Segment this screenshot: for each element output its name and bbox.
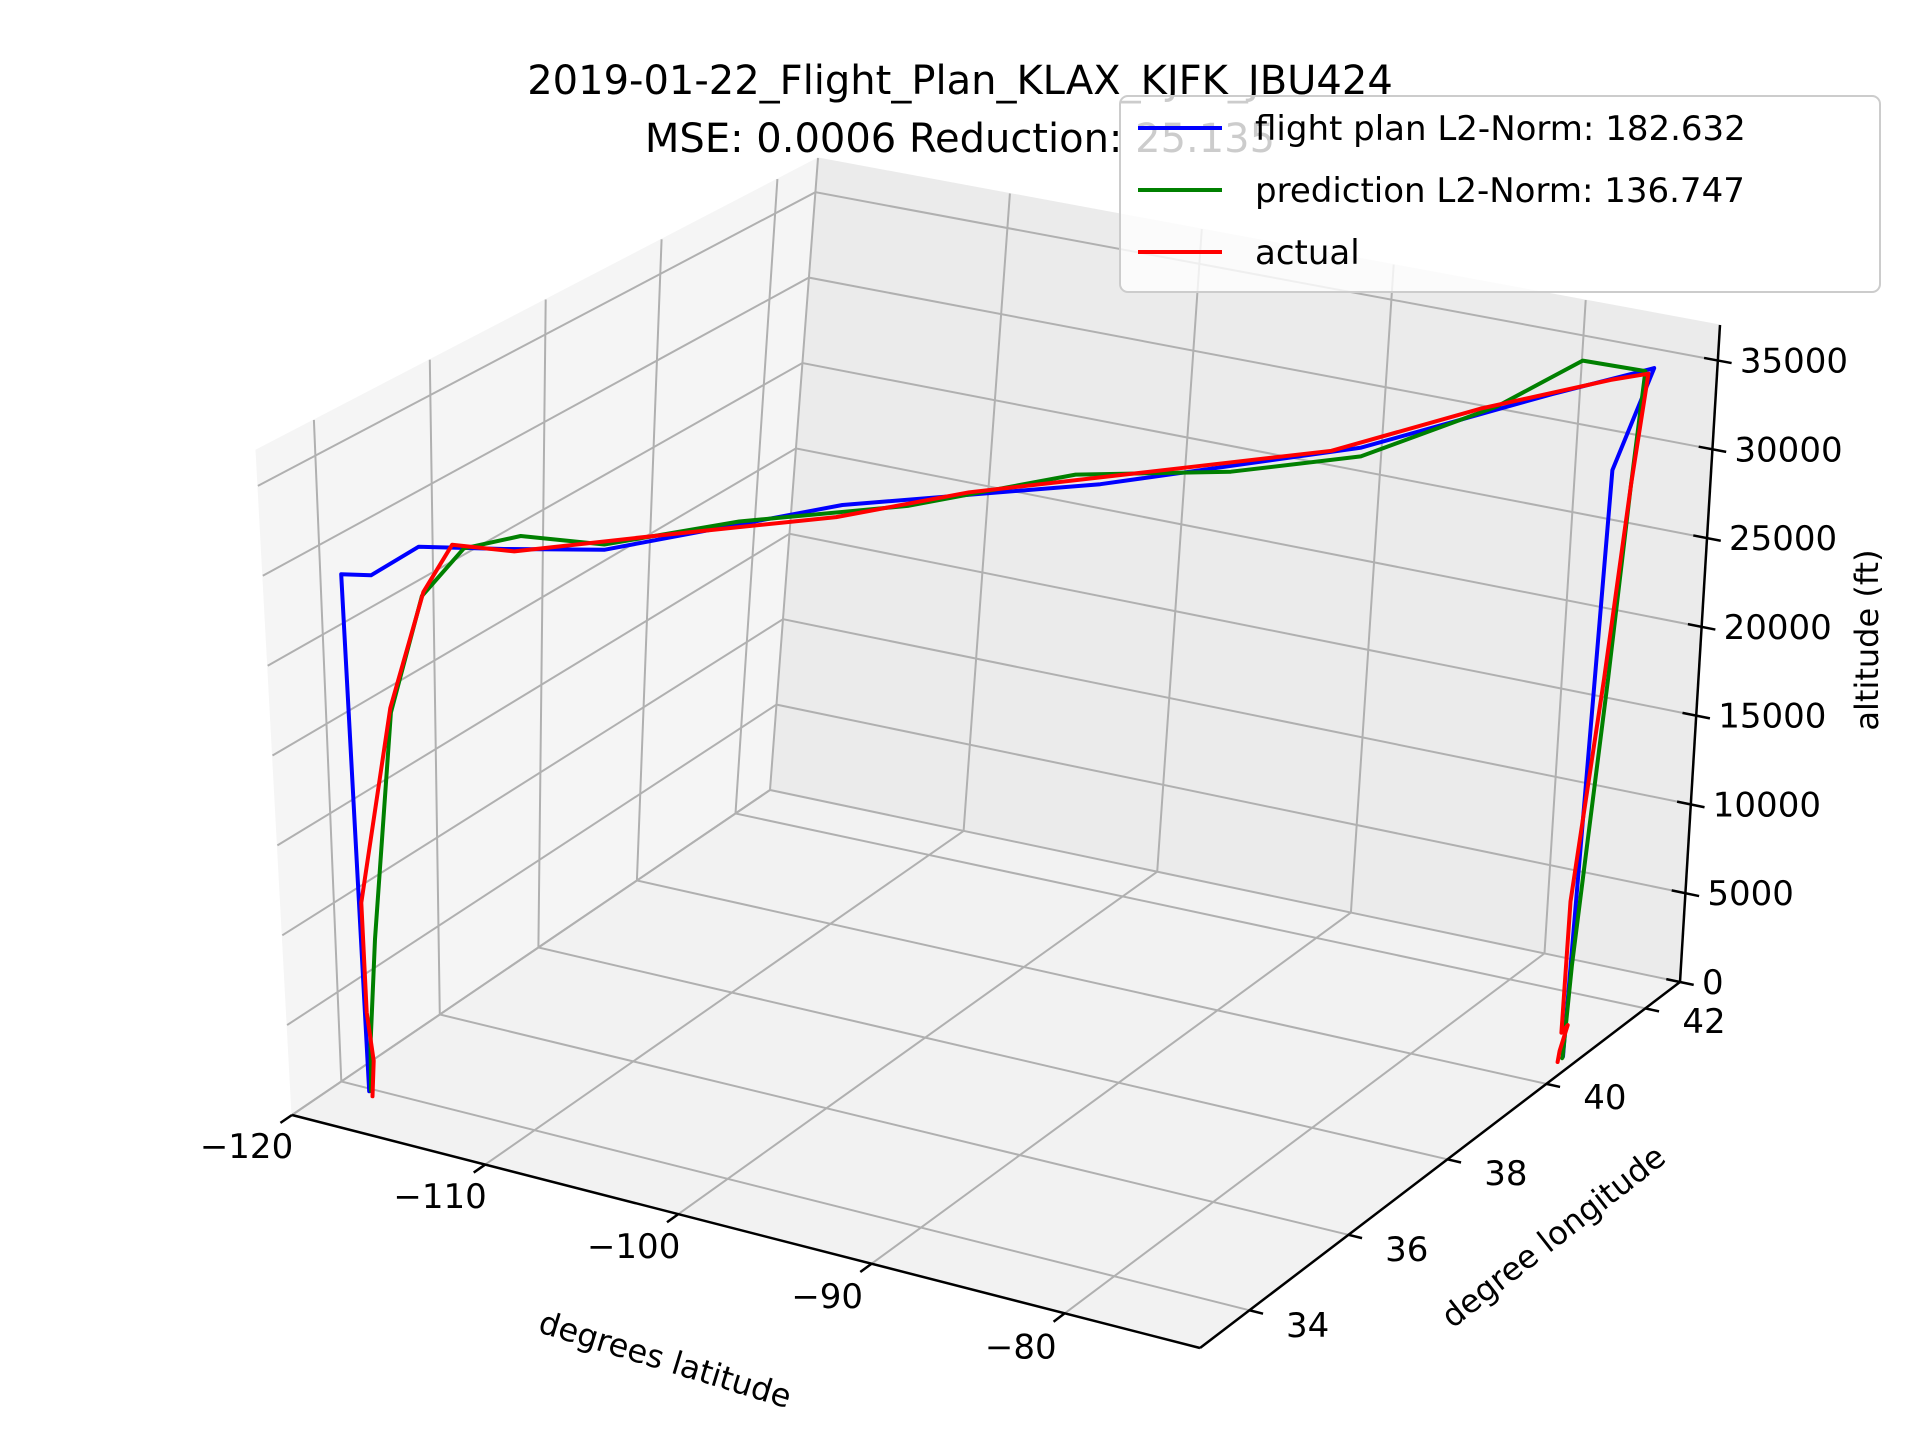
z-tick-label: 20000: [1724, 608, 1832, 648]
series-actual-line: [359, 371, 1651, 1099]
x-tick-mark: [472, 1163, 486, 1174]
z-axis-label: altitude (ft): [1848, 549, 1886, 730]
x-axis-label: degrees latitude: [535, 1303, 796, 1416]
z-grid-line: [271, 447, 1702, 757]
y-axis-label: degree longitude: [1434, 1137, 1673, 1335]
z-tick-mark: [1687, 622, 1716, 631]
legend-label-prediction: prediction L2-Norm: 136.747: [1255, 171, 1745, 211]
z-axis-line: [1678, 324, 1722, 983]
legend-label-actual: actual: [1255, 233, 1360, 273]
y-tick-label: 36: [1385, 1230, 1428, 1270]
y-tick-label: 38: [1484, 1154, 1527, 1194]
data-series: [339, 358, 1657, 1099]
z-tick-label: 5000: [1707, 874, 1794, 914]
x-tick-label: −80: [985, 1327, 1057, 1367]
y-tick-mark: [1249, 1309, 1264, 1315]
z-grid-line: [286, 703, 1686, 1026]
x-tick-mark: [666, 1213, 680, 1224]
y-axis-line: [1199, 981, 1681, 1349]
z-grid-line: [262, 276, 1713, 577]
series-flight-plan-line: [339, 366, 1657, 1094]
legend-label-flight-plan: flight plan L2-Norm: 182.632: [1255, 109, 1746, 149]
x-axis-line: [291, 1113, 1201, 1350]
y-tick-mark: [1447, 1158, 1462, 1164]
axis-lines: [291, 324, 1722, 1350]
z-tick-mark: [1671, 889, 1700, 898]
z-tick-mark: [1666, 977, 1694, 987]
z-tick-label: 25000: [1729, 519, 1837, 559]
y-tick-mark: [1348, 1233, 1363, 1240]
y-tick-label: 34: [1286, 1306, 1329, 1346]
y-tick-label: 40: [1583, 1078, 1626, 1118]
z-grid-line: [281, 618, 1691, 937]
z-tick-label: 0: [1702, 963, 1724, 1003]
z-tick-mark: [1698, 445, 1727, 454]
z-tick-label: 35000: [1740, 342, 1848, 382]
z-grid-line: [257, 191, 1718, 487]
z-tick-mark: [1682, 711, 1711, 720]
legend: flight plan L2-Norm: 182.632 prediction …: [1119, 95, 1881, 293]
y-tick-mark: [1546, 1082, 1561, 1089]
y-tick-label: 42: [1682, 1002, 1725, 1042]
z-grid-line: [276, 532, 1697, 847]
z-tick-mark: [1676, 800, 1705, 809]
x-tick-label: −100: [587, 1227, 680, 1267]
tick-marks-and-labels: −120 −110 −100 −90 −80 34 36 38 40 420 5000 10000 15…: [200, 342, 1848, 1368]
z-tick-mark: [1703, 356, 1732, 365]
z-tick-label: 30000: [1734, 430, 1842, 470]
y-tick-mark: [1645, 1007, 1660, 1013]
z-tick-label: 15000: [1718, 697, 1826, 737]
x-tick-label: −120: [200, 1127, 293, 1167]
x-tick-label: −90: [791, 1277, 863, 1317]
axes-panes: [255, 157, 1721, 1349]
z-tick-mark: [1693, 534, 1722, 542]
x-tick-mark: [1052, 1312, 1066, 1323]
x-tick-label: −110: [393, 1177, 486, 1217]
grid-lines: [257, 157, 1718, 1315]
z-grid-line: [291, 788, 1681, 1116]
x-tick-mark: [279, 1113, 293, 1124]
x-tick-mark: [859, 1262, 873, 1274]
z-tick-label: 10000: [1713, 785, 1821, 825]
z-grid-line: [267, 361, 1708, 667]
legend-box: [1119, 95, 1881, 293]
